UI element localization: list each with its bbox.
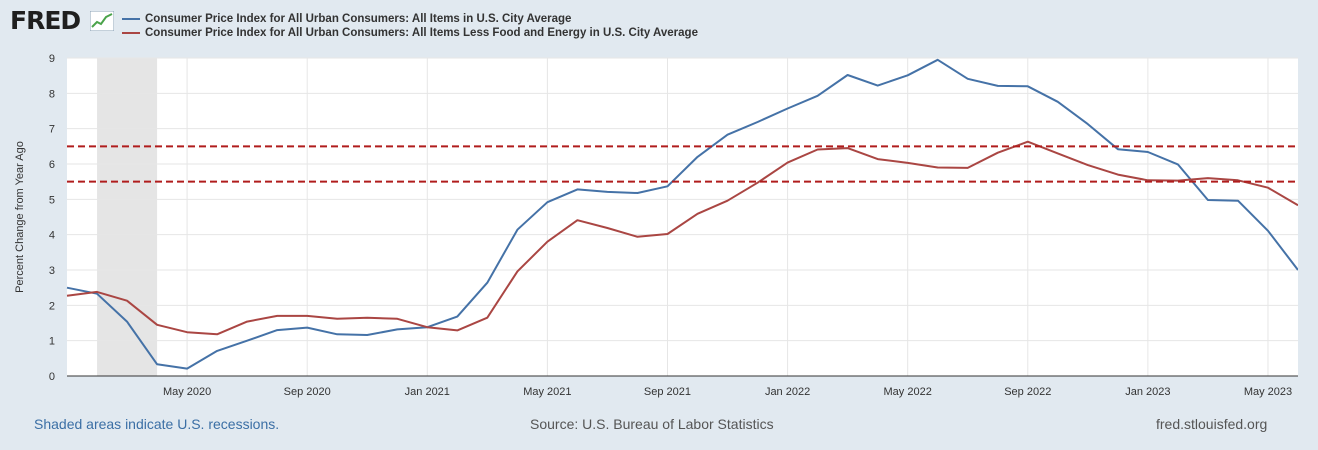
y-axis-label: Percent Change from Year Ago <box>14 141 26 293</box>
x-tick-label: Sep 2020 <box>284 386 331 398</box>
core-cpi-series-line <box>66 140 1299 336</box>
fred-logo[interactable]: FRED <box>10 6 81 35</box>
x-tick-label: Jan 2022 <box>765 386 810 398</box>
legend-item-core-cpi[interactable]: Consumer Price Index for All Urban Consu… <box>122 26 698 40</box>
recession-note: Shaded areas indicate U.S. recessions. <box>34 416 280 432</box>
x-tick-label: May 2020 <box>163 386 211 398</box>
x-tick-label: Sep 2022 <box>1004 386 1051 398</box>
site-link[interactable]: fred.stlouisfed.org <box>1156 416 1268 432</box>
y-tick-label: 0 <box>49 371 55 383</box>
y-tick-label: 5 <box>49 194 55 206</box>
x-tick-label: Sep 2021 <box>644 386 691 398</box>
x-tick-label: May 2021 <box>523 386 571 398</box>
y-tick-label: 8 <box>49 88 55 100</box>
recession-shading <box>97 58 158 376</box>
source-note: Source: U.S. Bureau of Labor Statistics <box>530 416 774 432</box>
plot-area <box>67 58 1298 376</box>
y-tick-label: 7 <box>49 124 55 136</box>
chart-legend: Consumer Price Index for All Urban Consu… <box>122 12 698 40</box>
y-tick-label: 2 <box>49 300 55 312</box>
y-tick-label: 1 <box>49 336 55 348</box>
y-tick-label: 6 <box>49 159 55 171</box>
right-margin <box>1298 56 1318 378</box>
legend-swatch-core-cpi <box>122 32 140 34</box>
line-chart: 0 1 2 3 4 5 6 7 8 9 May 2020 Sep 2020 Jan 2021 May 20… <box>14 53 1318 398</box>
y-tick-label: 9 <box>49 53 55 65</box>
x-tick-label: May 2023 <box>1244 386 1292 398</box>
x-tick-label: May 2022 <box>884 386 932 398</box>
legend-item-cpi[interactable]: Consumer Price Index for All Urban Consu… <box>122 12 698 26</box>
fred-chart-icon <box>90 11 114 31</box>
legend-swatch-cpi <box>122 18 140 20</box>
legend-label-core-cpi: Consumer Price Index for All Urban Consu… <box>145 27 698 39</box>
cpi-series-line <box>66 58 1299 370</box>
x-tick-label: Jan 2021 <box>405 386 450 398</box>
legend-label-cpi: Consumer Price Index for All Urban Consu… <box>145 13 572 25</box>
y-tick-label: 4 <box>49 230 55 242</box>
x-tick-label: Jan 2023 <box>1125 386 1170 398</box>
y-tick-label: 3 <box>49 265 55 277</box>
